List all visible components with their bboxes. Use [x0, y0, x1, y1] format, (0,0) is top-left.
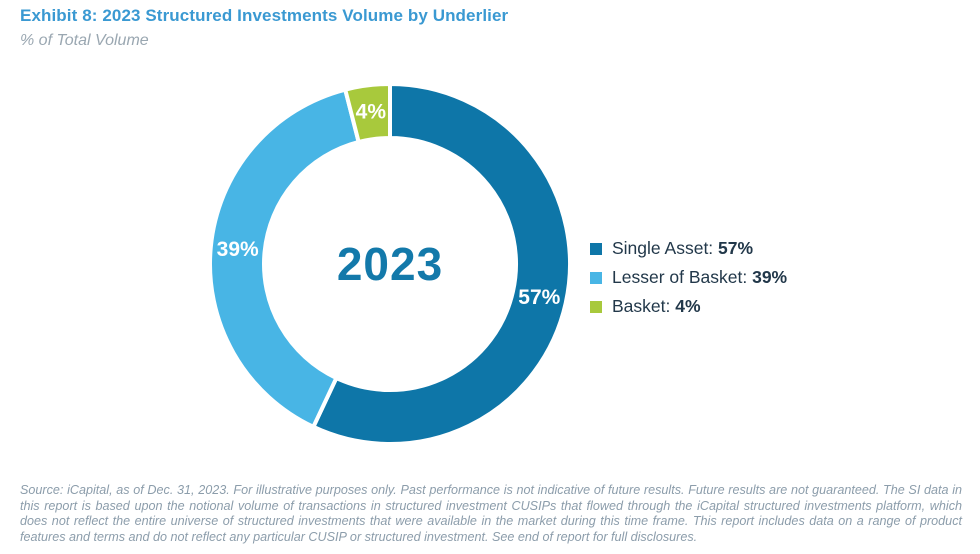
legend-swatch-basket — [590, 300, 602, 313]
legend-label: Basket: — [612, 296, 671, 316]
legend-swatch-lesser-of-basket — [590, 271, 602, 284]
donut-segment-basket — [343, 82, 392, 144]
legend-label: Single Asset: — [612, 238, 714, 258]
donut-svg: 57% 39% 4% — [208, 82, 572, 446]
chart-legend: Single Asset: 57% Lesser of Basket: 39% … — [590, 234, 787, 321]
donut-slice-label-basket: 4% — [356, 101, 387, 124]
legend-item-single-asset: Single Asset: 57% — [590, 234, 787, 263]
donut-chart: 57% 39% 4% 2023 — [199, 73, 581, 455]
legend-value: 39% — [752, 267, 788, 287]
legend-value: 4% — [675, 296, 701, 316]
source-disclaimer: Source: iCapital, as of Dec. 31, 2023. F… — [20, 483, 962, 544]
donut-segment-single-asset — [311, 82, 572, 446]
legend-label: Lesser of Basket: — [612, 267, 748, 287]
legend-text-single-asset: Single Asset: 57% — [612, 238, 753, 259]
exhibit-title: Exhibit 8: 2023 Structured Investments V… — [20, 6, 509, 25]
legend-item-basket: Basket: 4% — [590, 292, 787, 321]
legend-item-lesser-of-basket: Lesser of Basket: 39% — [590, 263, 787, 292]
donut-segment-lesser-of-basket — [208, 87, 361, 429]
legend-swatch-single-asset — [590, 242, 602, 255]
legend-value: 57% — [718, 238, 754, 258]
legend-text-basket: Basket: 4% — [612, 296, 701, 317]
donut-slice-label-lesser-of-basket: 39% — [217, 238, 259, 261]
legend-text-lesser-of-basket: Lesser of Basket: 39% — [612, 267, 787, 288]
exhibit-subtitle: % of Total Volume — [20, 32, 149, 49]
donut-slice-label-single-asset: 57% — [518, 286, 560, 309]
